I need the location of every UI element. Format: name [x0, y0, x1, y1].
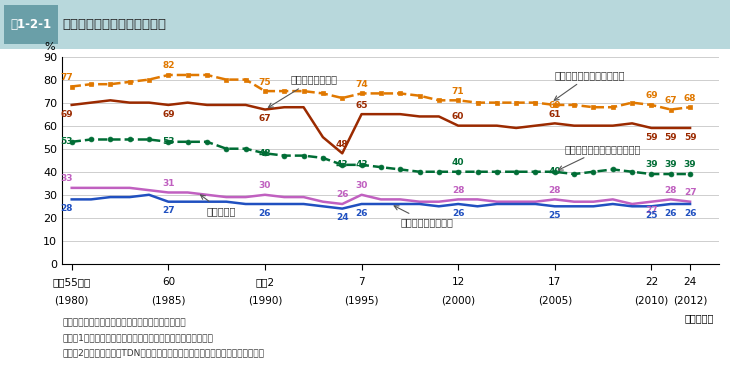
Text: 60: 60: [162, 277, 175, 287]
Text: 12: 12: [452, 277, 465, 287]
Text: 注：1）穀物自給率、主食用穀物自給率は重量ベースの値。: 注：1）穀物自給率、主食用穀物自給率は重量ベースの値。: [62, 334, 213, 343]
Text: 60: 60: [452, 112, 464, 121]
Text: 24: 24: [336, 213, 348, 222]
Text: 28: 28: [664, 186, 677, 195]
Text: 75: 75: [258, 78, 272, 86]
Text: 82: 82: [162, 61, 174, 70]
Text: (2005): (2005): [538, 296, 572, 306]
Text: 39: 39: [645, 161, 658, 169]
Text: 43: 43: [336, 160, 348, 169]
Text: 48: 48: [336, 140, 348, 149]
Text: 53: 53: [60, 137, 72, 146]
Text: 74: 74: [356, 80, 368, 89]
Text: (1995): (1995): [345, 296, 379, 306]
Text: 30: 30: [356, 181, 368, 190]
Text: 26: 26: [258, 208, 272, 218]
Text: 28: 28: [548, 186, 561, 195]
Text: 22: 22: [645, 277, 658, 287]
FancyBboxPatch shape: [4, 5, 58, 44]
Text: 69: 69: [162, 110, 174, 118]
Text: 39: 39: [664, 161, 677, 169]
Text: 主食用穀物自給率: 主食用穀物自給率: [269, 75, 337, 107]
Text: 生産額ベースの食料自給率: 生産額ベースの食料自給率: [554, 70, 626, 100]
Text: 26: 26: [336, 190, 348, 199]
Text: (1990): (1990): [247, 296, 282, 306]
Text: 2）飼料自給率はTDN（可消化養分総量）に換算した数量を用いて算出。: 2）飼料自給率はTDN（可消化養分総量）に換算した数量を用いて算出。: [62, 349, 264, 358]
Text: 28: 28: [452, 186, 464, 195]
Text: 69: 69: [548, 101, 561, 110]
Text: 59: 59: [664, 133, 677, 142]
Text: （概算値）: （概算値）: [685, 313, 714, 323]
Text: (2012): (2012): [673, 296, 707, 306]
Text: 69: 69: [645, 91, 658, 100]
Text: 平成2: 平成2: [255, 277, 274, 287]
Text: 26: 26: [356, 208, 368, 218]
Text: 24: 24: [683, 277, 696, 287]
Text: 77: 77: [60, 73, 73, 82]
Text: 59: 59: [645, 133, 658, 142]
Text: 43: 43: [356, 160, 368, 169]
Text: 27: 27: [684, 188, 696, 197]
Text: 26: 26: [684, 208, 696, 218]
Text: 61: 61: [548, 110, 561, 119]
Text: (2000): (2000): [441, 296, 475, 306]
Text: 33: 33: [60, 174, 72, 183]
Text: 26: 26: [664, 208, 677, 218]
Text: 39: 39: [684, 161, 696, 169]
Text: 17: 17: [548, 277, 561, 287]
Text: 53: 53: [162, 137, 174, 146]
Text: (1980): (1980): [55, 296, 89, 306]
Text: 40: 40: [548, 167, 561, 176]
Text: 27: 27: [162, 206, 174, 215]
Text: 68: 68: [684, 93, 696, 103]
Text: 71: 71: [452, 87, 464, 96]
Text: 67: 67: [664, 96, 677, 105]
Text: 59: 59: [684, 133, 696, 142]
Text: 供給熱量ベースの食料自給率: 供給熱量ベースの食料自給率: [558, 144, 641, 170]
Text: 図1-2-1: 図1-2-1: [10, 18, 51, 31]
Text: 純国内産飼料自給率: 純国内産飼料自給率: [394, 206, 453, 227]
Text: 69: 69: [60, 110, 73, 118]
Text: 昭和55年度: 昭和55年度: [53, 277, 91, 287]
Text: 7: 7: [358, 277, 365, 287]
Text: (2010): (2010): [634, 296, 669, 306]
Text: 25: 25: [548, 211, 561, 220]
Text: 30: 30: [258, 181, 271, 190]
Text: 27: 27: [645, 206, 658, 215]
Text: 我が国の食料自給率等の推移: 我が国の食料自給率等の推移: [62, 18, 166, 31]
Text: 資料：農林水産省「食料需給表」、「飼料需給表」: 資料：農林水産省「食料需給表」、「飼料需給表」: [62, 319, 185, 328]
Text: %: %: [45, 42, 55, 52]
Text: 28: 28: [60, 204, 72, 213]
Text: (1985): (1985): [151, 296, 185, 306]
Text: 穀物自給率: 穀物自給率: [201, 195, 237, 216]
Text: 40: 40: [452, 158, 464, 167]
Text: 67: 67: [258, 114, 272, 123]
Text: 65: 65: [356, 101, 368, 110]
Text: 26: 26: [452, 208, 464, 218]
Text: 31: 31: [162, 179, 174, 188]
Text: 48: 48: [258, 149, 272, 158]
Text: 25: 25: [645, 211, 658, 220]
